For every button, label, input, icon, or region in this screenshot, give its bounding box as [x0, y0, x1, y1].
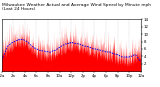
- Text: Milwaukee Weather Actual and Average Wind Speed by Minute mph (Last 24 Hours): Milwaukee Weather Actual and Average Win…: [2, 3, 151, 11]
